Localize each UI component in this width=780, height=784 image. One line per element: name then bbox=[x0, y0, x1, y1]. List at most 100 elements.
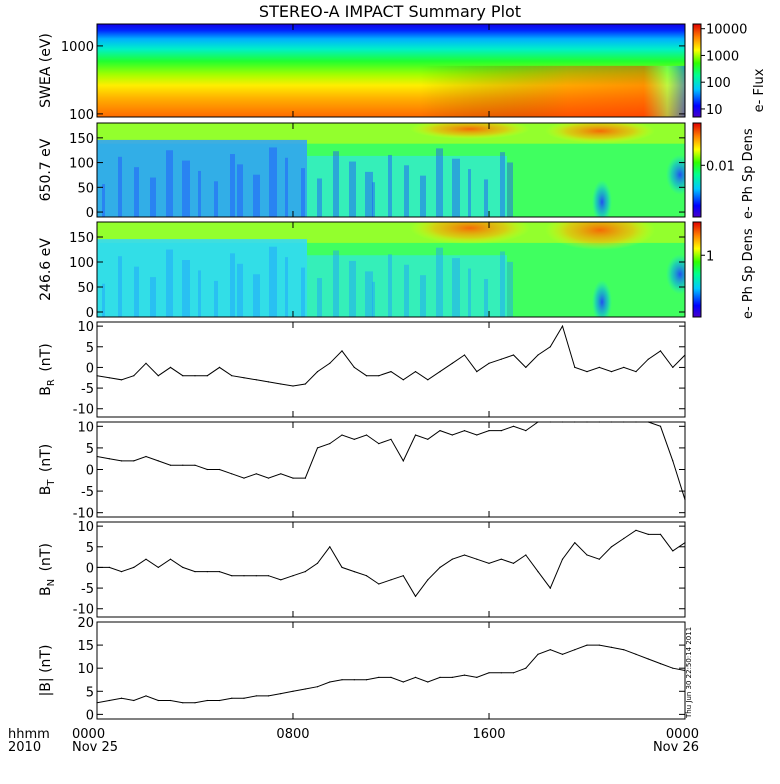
panel-swea: 10 100 1000 10000 e- Flux 100 1000 SWEA (eV) bbox=[38, 23, 767, 123]
data-point bbox=[120, 379, 123, 381]
data-point bbox=[659, 425, 662, 427]
data-point bbox=[108, 377, 110, 379]
data-point bbox=[414, 371, 417, 373]
data-point bbox=[672, 550, 674, 552]
data-point bbox=[378, 676, 380, 679]
data-point bbox=[402, 379, 404, 381]
data-point bbox=[439, 676, 441, 679]
y-tick-label: 15 bbox=[77, 639, 94, 654]
data-point bbox=[525, 667, 527, 669]
data-point bbox=[561, 653, 564, 655]
plot-title: STEREO-A IMPACT Summary Plot bbox=[259, 2, 521, 21]
colorbar-tick-label: 10 bbox=[706, 103, 723, 118]
data-point bbox=[439, 566, 441, 569]
data-point bbox=[255, 379, 257, 381]
data-point bbox=[316, 447, 319, 449]
data-point bbox=[243, 575, 245, 577]
data-point bbox=[231, 473, 233, 475]
panel-pad246: 1 e- Ph Sp Dens 0 50 100 150 246.6 eV bbox=[38, 221, 756, 321]
data-point bbox=[672, 460, 674, 462]
data-point bbox=[243, 377, 245, 379]
heatmap-pad246 bbox=[97, 222, 685, 317]
y-tick-label: 0 bbox=[86, 708, 94, 723]
data-point bbox=[194, 571, 196, 573]
data-point bbox=[182, 702, 184, 704]
data-point bbox=[304, 571, 306, 573]
data-point bbox=[378, 583, 380, 585]
data-point bbox=[500, 358, 502, 360]
data-point bbox=[659, 663, 662, 665]
data-point bbox=[672, 667, 674, 669]
y-tick-label: 10 bbox=[77, 520, 94, 535]
data-point bbox=[647, 358, 649, 360]
data-point bbox=[586, 554, 588, 556]
data-point bbox=[169, 699, 172, 702]
panel-frame bbox=[96, 221, 686, 318]
y-tick-label: -10 bbox=[73, 507, 94, 522]
data-point bbox=[598, 366, 600, 368]
data-point bbox=[218, 366, 221, 368]
data-point bbox=[463, 554, 466, 556]
colorbar-tick-label: 100 bbox=[706, 76, 731, 91]
data-point bbox=[145, 695, 147, 697]
y-tick-label: 50 bbox=[77, 181, 94, 196]
data-point bbox=[133, 375, 135, 377]
data-point bbox=[353, 366, 355, 368]
heatmap-swea bbox=[97, 24, 685, 117]
data-point bbox=[647, 533, 649, 536]
y-tick-label: 0 bbox=[86, 206, 94, 221]
time-axis-label-line1: hhmm bbox=[8, 727, 50, 742]
data-point bbox=[218, 468, 221, 471]
data-point bbox=[206, 571, 208, 573]
data-point bbox=[292, 477, 294, 479]
y-axis-label-bt: BT (nT) bbox=[38, 444, 57, 496]
data-point bbox=[488, 672, 490, 674]
data-point bbox=[390, 579, 392, 581]
y-tick-label: 0 bbox=[86, 561, 94, 576]
y-tick-label: 150 bbox=[69, 231, 94, 246]
data-point bbox=[623, 366, 625, 368]
data-point bbox=[194, 375, 196, 377]
data-point bbox=[304, 688, 306, 690]
data-point bbox=[390, 438, 392, 440]
data-point bbox=[610, 371, 613, 373]
data-point bbox=[635, 653, 637, 655]
time-tick-label: 1600 bbox=[472, 727, 505, 742]
colorbar-pad246: 1 e- Ph Sp Dens bbox=[692, 221, 756, 319]
panel-frame bbox=[96, 321, 686, 418]
data-point bbox=[488, 430, 490, 432]
data-point bbox=[218, 699, 221, 702]
data-point bbox=[463, 674, 466, 676]
data-point bbox=[598, 558, 600, 560]
data-point bbox=[500, 558, 502, 560]
data-point bbox=[157, 699, 159, 702]
data-point bbox=[353, 438, 355, 440]
data-point bbox=[476, 434, 478, 436]
data-point bbox=[500, 672, 502, 674]
y-tick-label: 5 bbox=[86, 685, 94, 700]
data-point bbox=[525, 430, 527, 432]
y-tick-label: 5 bbox=[86, 442, 94, 457]
data-point bbox=[623, 537, 625, 540]
y-tick-label: 0 bbox=[86, 306, 94, 321]
data-point bbox=[451, 558, 453, 560]
data-point bbox=[427, 438, 429, 440]
y-tick-label: -5 bbox=[81, 582, 94, 597]
data-point bbox=[145, 362, 147, 364]
time-tick-label: 0000 bbox=[666, 727, 699, 742]
data-point bbox=[182, 566, 184, 569]
data-point bbox=[672, 366, 674, 368]
data-point bbox=[206, 375, 208, 377]
colorbar-label: e- Ph Sp Dens bbox=[741, 128, 756, 219]
data-point bbox=[525, 554, 527, 556]
y-tick-label: 20 bbox=[77, 616, 94, 631]
data-point bbox=[316, 371, 319, 373]
colorbar-tick-label: 1000 bbox=[706, 49, 739, 64]
y-tick-label: 50 bbox=[77, 281, 94, 296]
data-point bbox=[108, 699, 110, 702]
colorbar-pad650: 0.01 e- Ph Sp Dens bbox=[692, 122, 756, 219]
data-point bbox=[169, 558, 172, 560]
data-point bbox=[316, 562, 319, 564]
data-point bbox=[329, 362, 331, 364]
